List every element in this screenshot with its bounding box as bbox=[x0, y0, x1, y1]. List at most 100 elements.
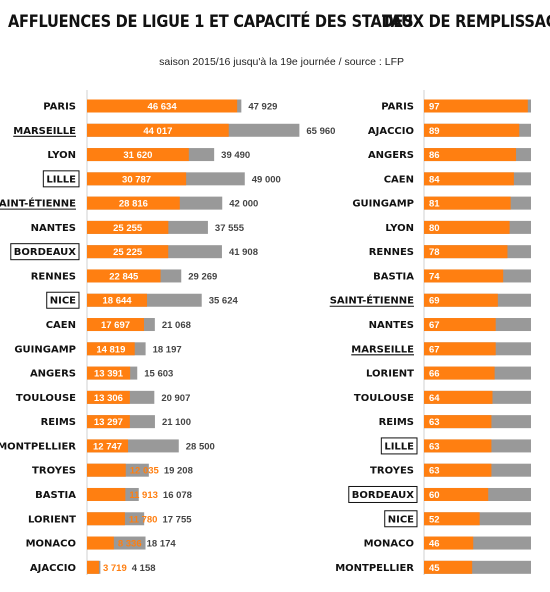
attendance-label-guingamp: GUINGAMP bbox=[14, 344, 76, 355]
attendance-bar-nantes bbox=[87, 220, 169, 234]
fill-rate-value-bordeaux: 60 bbox=[429, 490, 440, 501]
attendance-value-caen: 17 697 bbox=[101, 320, 130, 331]
attendance-bar-angers bbox=[87, 366, 131, 380]
capacity-value-nice: 35 624 bbox=[209, 296, 239, 307]
attendance-label-paris: PARIS bbox=[43, 102, 76, 113]
attendance-label-bordeaux: BORDEAUX bbox=[14, 247, 77, 258]
fillrate-label-guingamp: GUINGAMP bbox=[352, 199, 414, 210]
fill-rate-bar-saint-etienne bbox=[424, 293, 498, 307]
fill-rate-value-angers: 86 bbox=[429, 150, 440, 161]
fill-rate-bar-nantes bbox=[424, 318, 496, 332]
attendance-value-marseille: 44 017 bbox=[143, 126, 172, 137]
fill-rate-bar-bastia bbox=[424, 269, 504, 283]
fill-rate-value-toulouse: 64 bbox=[429, 393, 440, 404]
attendance-value-lorient: 11 780 bbox=[129, 514, 158, 525]
attendance-label-lorient: LORIENT bbox=[28, 514, 76, 525]
capacity-value-caen: 21 068 bbox=[162, 320, 191, 331]
attendance-bar-bastia bbox=[87, 487, 126, 501]
fill-rate-bar-nice bbox=[424, 512, 480, 526]
fillrate-label-bastia: BASTIA bbox=[373, 271, 414, 282]
right-chart-title: TAUX DE REMPLISSAGE bbox=[382, 12, 550, 32]
attendance-label-lille: LILLE bbox=[46, 174, 76, 185]
fill-rate-value-marseille: 67 bbox=[429, 344, 440, 355]
attendance-value-paris: 46 634 bbox=[148, 102, 178, 113]
capacity-value-lyon: 39 490 bbox=[221, 150, 250, 161]
fillrate-label-monaco: MONACO bbox=[364, 539, 414, 550]
attendance-bar-rennes bbox=[87, 269, 161, 283]
attendance-label-ajaccio: AJACCIO bbox=[30, 563, 76, 574]
fill-rate-bar-troyes bbox=[424, 463, 492, 477]
attendance-label-montpellier: MONTPELLIER bbox=[0, 441, 76, 452]
fillrate-label-bordeaux: BORDEAUX bbox=[352, 490, 415, 501]
attendance-label-nice: NICE bbox=[50, 296, 76, 307]
attendance-value-angers: 13 391 bbox=[94, 369, 124, 380]
fill-rate-value-monaco: 46 bbox=[429, 539, 440, 550]
fill-rate-value-saint-etienne: 69 bbox=[429, 296, 440, 307]
attendance-bar-paris bbox=[87, 99, 238, 113]
attendance-bar-marseille bbox=[87, 123, 229, 137]
left-chart-title: AFFLUENCES DE LIGUE 1 ET CAPACITÉ DES ST… bbox=[8, 12, 414, 32]
attendance-value-lille: 30 787 bbox=[122, 174, 151, 185]
fillrate-label-nantes: NANTES bbox=[369, 320, 414, 331]
fillrate-label-ajaccio: AJACCIO bbox=[368, 126, 414, 137]
attendance-value-nantes: 25 255 bbox=[113, 223, 143, 234]
attendance-value-monaco: 8 336 bbox=[118, 539, 142, 550]
capacity-value-rennes: 29 269 bbox=[188, 271, 217, 282]
fillrate-label-paris: PARIS bbox=[381, 102, 414, 113]
attendance-value-guingamp: 14 819 bbox=[96, 344, 125, 355]
attendance-bar-lille bbox=[87, 172, 187, 186]
capacity-value-toulouse: 20 907 bbox=[161, 393, 190, 404]
fill-rate-value-lorient: 66 bbox=[429, 369, 440, 380]
attendance-bar-toulouse bbox=[87, 390, 130, 404]
attendance-label-monaco: MONACO bbox=[26, 539, 76, 550]
fill-rate-bar-lorient bbox=[424, 366, 495, 380]
fillrate-label-lyon: LYON bbox=[385, 223, 414, 234]
fillrate-label-reims: REIMS bbox=[379, 417, 414, 428]
capacity-value-lille: 49 000 bbox=[252, 174, 281, 185]
attendance-value-nice: 18 644 bbox=[102, 296, 132, 307]
fill-rate-value-nice: 52 bbox=[429, 514, 440, 525]
fill-rate-bar-ajaccio bbox=[424, 123, 520, 137]
fill-rate-value-caen: 84 bbox=[429, 174, 440, 185]
fillrate-label-caen: CAEN bbox=[384, 174, 414, 185]
chart-subtitle: saison 2015/16 jusqu'à la 19e journée / … bbox=[159, 56, 404, 68]
fillrate-label-nice: NICE bbox=[388, 514, 414, 525]
attendance-bar-saint-etienne bbox=[87, 196, 180, 210]
attendance-bar-lorient bbox=[87, 512, 125, 526]
fill-rate-value-lyon: 80 bbox=[429, 223, 440, 234]
attendance-label-troyes: TROYES bbox=[32, 466, 76, 477]
attendance-value-montpellier: 12 747 bbox=[93, 441, 122, 452]
attendance-value-bordeaux: 25 225 bbox=[113, 247, 143, 258]
fillrate-label-box-bordeaux bbox=[348, 485, 418, 503]
fill-rate-bar-monaco bbox=[424, 536, 474, 550]
fill-rate-bar-montpellier bbox=[424, 560, 473, 574]
capacity-value-marseille: 65 960 bbox=[306, 126, 335, 137]
attendance-bar-nice bbox=[87, 293, 148, 307]
attendance-label-rennes: RENNES bbox=[31, 271, 76, 282]
fill-rate-bar-toulouse bbox=[424, 390, 493, 404]
fill-rate-bar-rennes bbox=[424, 245, 508, 259]
capacity-value-nantes: 37 555 bbox=[215, 223, 245, 234]
fill-rate-value-reims: 63 bbox=[429, 417, 440, 428]
attendance-value-lyon: 31 620 bbox=[123, 150, 152, 161]
capacity-value-montpellier: 28 500 bbox=[186, 441, 215, 452]
attendance-label-angers: ANGERS bbox=[30, 369, 76, 380]
attendance-label-box-lille bbox=[42, 170, 80, 188]
fillrate-label-troyes: TROYES bbox=[370, 466, 414, 477]
attendance-label-box-nice bbox=[46, 291, 80, 309]
attendance-bar-lyon bbox=[87, 148, 189, 162]
capacity-value-bastia: 16 078 bbox=[163, 490, 192, 501]
fill-rate-bar-lyon bbox=[424, 220, 510, 234]
fillrate-label-box-lille bbox=[380, 437, 418, 455]
fillrate-label-montpellier: MONTPELLIER bbox=[335, 563, 414, 574]
fill-rate-value-montpellier: 45 bbox=[429, 563, 440, 574]
fillrate-label-saint-etienne: SAINT-ÉTIENNE bbox=[330, 294, 414, 307]
attendance-value-reims: 13 297 bbox=[94, 417, 123, 428]
attendance-bar-ajaccio bbox=[87, 560, 99, 574]
capacity-value-paris: 47 929 bbox=[248, 102, 277, 113]
attendance-value-bastia: 11 913 bbox=[129, 490, 158, 501]
fillrate-label-lille: LILLE bbox=[384, 441, 414, 452]
attendance-value-rennes: 22 845 bbox=[109, 271, 139, 282]
fill-rate-value-nantes: 67 bbox=[429, 320, 440, 331]
